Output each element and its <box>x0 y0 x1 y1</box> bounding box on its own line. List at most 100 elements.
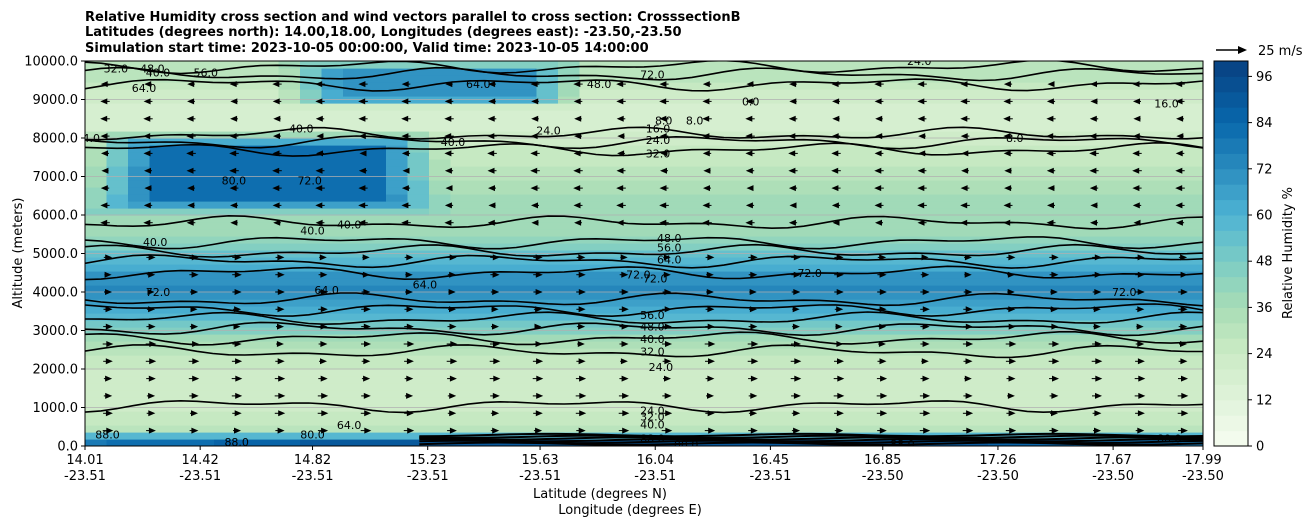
wind-vector <box>1003 81 1013 88</box>
rh-cell <box>149 432 172 440</box>
rh-cell <box>321 257 344 265</box>
rh-cell <box>708 194 731 202</box>
wind-vector <box>1178 289 1188 295</box>
rh-cell <box>429 159 452 167</box>
rh-cell <box>257 271 280 279</box>
rh-cell <box>794 299 817 307</box>
rh-cell <box>665 166 688 174</box>
rh-cell <box>515 103 538 111</box>
rh-cell <box>622 348 645 356</box>
rh-cell <box>106 194 129 202</box>
rh-cell <box>321 103 344 111</box>
wind-vector <box>100 98 110 105</box>
rh-cell <box>85 390 108 398</box>
rh-cell <box>665 145 688 153</box>
rh-cell <box>493 397 516 405</box>
rh-cell <box>214 194 237 202</box>
rh-cell <box>300 411 323 419</box>
rh-cell <box>407 215 430 223</box>
wind-vector <box>361 323 371 330</box>
wind-vector <box>573 202 583 209</box>
wind-vector <box>186 115 196 122</box>
rh-cell <box>321 383 344 391</box>
rh-cell <box>321 376 344 384</box>
rh-cell <box>794 82 817 90</box>
rh-cell <box>1160 376 1183 384</box>
rh-cell <box>450 89 473 97</box>
contour-label: 40.0 <box>300 224 325 237</box>
wind-vector <box>1179 341 1187 347</box>
rh-cell <box>622 397 645 405</box>
rh-cell <box>278 285 301 293</box>
rh-cell <box>816 355 839 363</box>
rh-cell <box>257 124 280 132</box>
rh-cell <box>945 257 968 265</box>
rh-cell <box>85 124 108 132</box>
rh-cell <box>816 138 839 146</box>
rh-cell <box>515 201 538 209</box>
rh-cell <box>880 75 903 83</box>
contour-label: 24.0 <box>536 124 561 137</box>
rh-cell <box>751 68 774 76</box>
contour-label: 40.0 <box>289 122 314 135</box>
rh-cell <box>1117 418 1140 426</box>
wind-vector <box>1003 219 1013 226</box>
rh-cell <box>472 369 495 377</box>
wind-vector <box>189 254 199 261</box>
rh-cell <box>859 320 882 328</box>
wind-vector <box>748 271 758 278</box>
rh-cell <box>364 418 387 426</box>
rh-cell <box>902 334 925 342</box>
rh-cell <box>472 215 495 223</box>
contour-line <box>85 236 1203 250</box>
wind-vector <box>659 133 669 140</box>
rh-cell <box>214 208 237 216</box>
rh-cell <box>622 257 645 265</box>
wind-vector <box>532 358 544 365</box>
wind-vector <box>831 81 841 88</box>
rh-cell <box>945 152 968 160</box>
rh-cell <box>751 432 774 440</box>
rh-cell <box>923 166 946 174</box>
rh-cell <box>321 229 344 237</box>
rh-cell <box>429 418 452 426</box>
rh-cell <box>923 285 946 293</box>
rh-cell <box>601 215 624 223</box>
rh-cell <box>192 208 215 216</box>
wind-vector <box>230 202 238 209</box>
rh-cell <box>493 124 516 132</box>
rh-cell <box>880 124 903 132</box>
rh-cell <box>730 376 753 384</box>
wind-vector <box>533 289 543 295</box>
rh-cell <box>1117 264 1140 272</box>
rh-cell <box>687 138 710 146</box>
x-tick-label-lon: -23.51 <box>407 469 449 484</box>
rh-cell <box>1095 285 1118 293</box>
rh-cell <box>171 243 194 251</box>
rh-cell <box>257 348 280 356</box>
rh-cell <box>1031 159 1054 167</box>
rh-cell <box>106 208 129 216</box>
rh-cell <box>665 138 688 146</box>
rh-cell <box>730 271 753 279</box>
contour-label: 8.0 <box>655 115 673 128</box>
rh-cell <box>171 341 194 349</box>
rh-cell <box>171 306 194 314</box>
rh-cell <box>171 187 194 195</box>
rh-cell <box>1052 264 1075 272</box>
rh-cell <box>343 285 366 293</box>
rh-cell <box>192 306 215 314</box>
wind-vector <box>361 341 371 347</box>
rh-cell <box>1031 306 1054 314</box>
rh-cell <box>364 138 387 146</box>
rh-cell <box>450 390 473 398</box>
x-tick-label-lon: -23.50 <box>862 469 904 484</box>
rh-cell <box>278 124 301 132</box>
rh-cell <box>300 243 323 251</box>
rh-cell <box>171 369 194 377</box>
rh-cell <box>880 257 903 265</box>
rh-cell <box>149 285 172 293</box>
wind-vector <box>1004 185 1012 192</box>
rh-cell <box>300 348 323 356</box>
